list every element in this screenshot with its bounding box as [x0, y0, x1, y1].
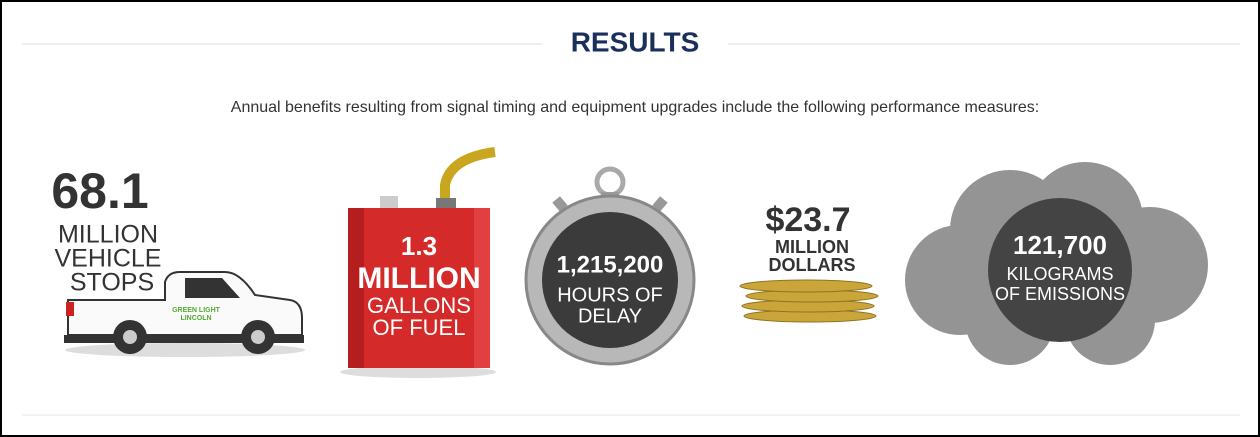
logo-text: LINCOLN [180, 315, 211, 322]
measure-label: MILLION [775, 237, 849, 257]
logo-text: GREEN LIGHT [172, 307, 221, 314]
measure-label: MILLION [357, 262, 480, 295]
measure-label: DELAY [578, 305, 642, 327]
measure-label: DOLLARS [769, 255, 856, 275]
title: RESULTS [571, 26, 700, 57]
measure-label: HOURS OF [557, 284, 663, 306]
measure-number: 121,700 [1013, 230, 1107, 260]
measure-label: STOPS [70, 269, 154, 297]
subtitle: Annual benefits resulting from signal ti… [231, 99, 1039, 116]
measure-label: KILOGRAMS [1006, 264, 1113, 284]
measure-number: 68.1 [51, 163, 148, 219]
measure-number: 1.3 [401, 231, 437, 261]
measure-label: OF EMISSIONS [995, 284, 1125, 304]
measure-number: $23.7 [765, 201, 850, 239]
infographic: RESULTS Annual benefits resulting from s… [0, 0, 1260, 437]
measure-number: 1,215,200 [557, 251, 664, 278]
measure-label: OF FUEL [373, 315, 466, 340]
